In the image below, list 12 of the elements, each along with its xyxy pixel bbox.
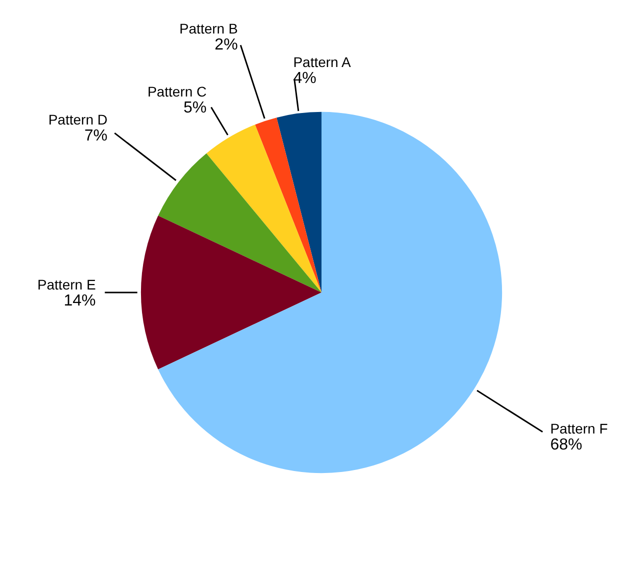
slice-label: Pattern A [293,54,352,70]
slice-label: Pattern D [48,112,108,128]
data-label: 2% [214,36,238,54]
data-label: 4% [293,70,316,88]
data-label: 14% [64,292,96,310]
data-label: 5% [183,100,207,117]
slice-label: Pattern E [37,276,96,292]
slice-label: Pattern B [179,20,238,37]
data-label: 7% [84,128,108,145]
data-label: 68% [550,436,582,454]
slice-label: Pattern F [550,420,608,437]
slice-label: Pattern C [147,84,207,100]
